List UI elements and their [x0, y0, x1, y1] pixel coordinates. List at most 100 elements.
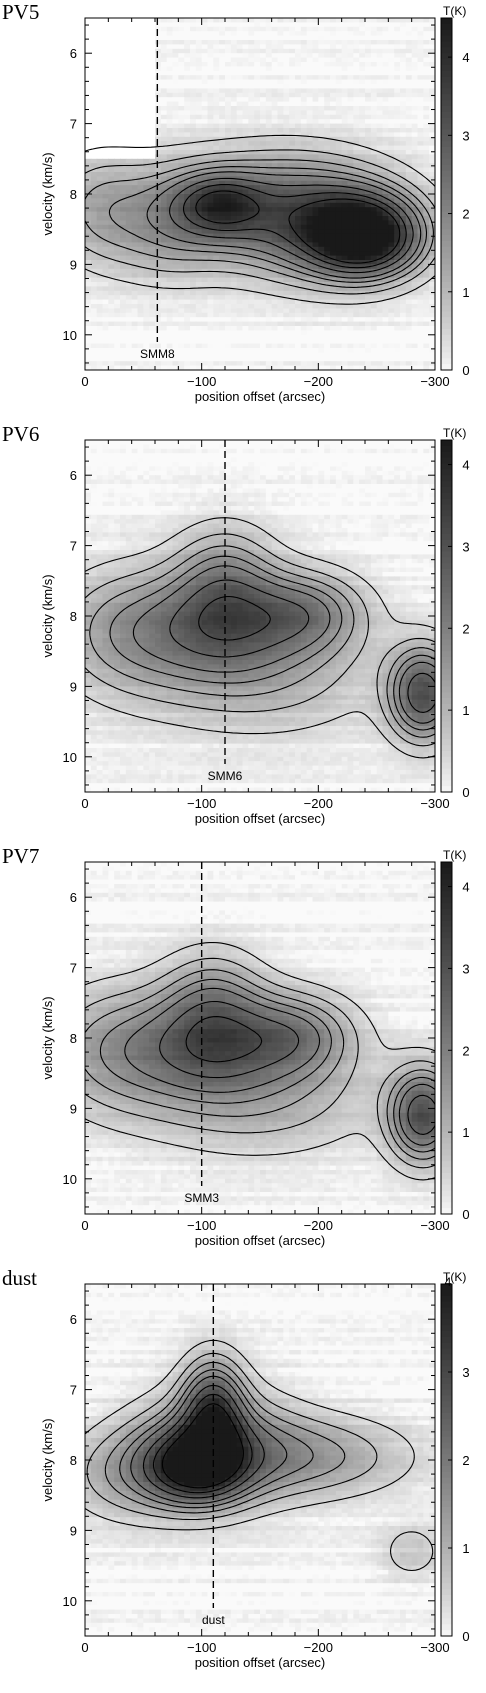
- colorbar-cell: [441, 259, 452, 265]
- colorbar-cell: [441, 1173, 452, 1179]
- colorbar-cell: [441, 874, 452, 880]
- colorbar-cell: [441, 1097, 452, 1103]
- colorbar-cell: [441, 141, 452, 147]
- colorbar-cell: [441, 1548, 452, 1554]
- x-tick-label: 0: [81, 796, 88, 811]
- colorbar-cell: [441, 1061, 452, 1067]
- colorbar-cell: [441, 1525, 452, 1531]
- colorbar-cell: [441, 1501, 452, 1507]
- colorbar-cell: [441, 956, 452, 962]
- colorbar-cell: [441, 1607, 452, 1613]
- colorbar-cell: [441, 540, 452, 546]
- colorbar-cell: [441, 1401, 452, 1407]
- colorbar-cell: [441, 153, 452, 159]
- colorbar-tick-label: 3: [462, 961, 469, 976]
- colorbar-cell: [441, 1038, 452, 1044]
- colorbar-cell: [441, 1354, 452, 1360]
- colorbar-cell: [441, 487, 452, 493]
- y-tick-label: 9: [70, 1101, 77, 1116]
- y-tick-label: 10: [63, 328, 77, 343]
- colorbar-cell: [441, 675, 452, 681]
- colorbar-tick-label: 1: [462, 1125, 469, 1140]
- colorbar-cell: [441, 270, 452, 276]
- colorbar-cell: [441, 522, 452, 528]
- colorbar-cell: [441, 722, 452, 728]
- colorbar-cell: [441, 616, 452, 622]
- x-tick-label: −200: [304, 1218, 333, 1233]
- panel-title: PV6: [2, 422, 39, 447]
- colorbar-tick-label: 0: [462, 1207, 469, 1222]
- y-tick-label: 6: [70, 1312, 77, 1327]
- colorbar-cell: [441, 979, 452, 985]
- colorbar-cell: [441, 991, 452, 997]
- colorbar-cell: [441, 1108, 452, 1114]
- colorbar-cell: [441, 921, 452, 927]
- colorbar-tick-label: 4: [462, 880, 469, 895]
- colorbar-cell: [441, 1132, 452, 1138]
- colorbar-cell: [441, 159, 452, 165]
- colorbar-cell: [441, 909, 452, 915]
- y-tick-label: 7: [70, 961, 77, 976]
- colorbar-cell: [441, 1478, 452, 1484]
- emission-map: [85, 440, 436, 793]
- colorbar-cell: [441, 1319, 452, 1325]
- colorbar-cell: [441, 551, 452, 557]
- colorbar-cell: [441, 247, 452, 253]
- colorbar-cell: [441, 1613, 452, 1619]
- colorbar-cell: [441, 710, 452, 716]
- colorbar-tick-label: 1: [462, 703, 469, 718]
- colorbar-cell: [441, 1554, 452, 1560]
- colorbar-cell: [441, 1073, 452, 1079]
- colorbar-cell: [441, 739, 452, 745]
- x-axis-label: position offset (arcsec): [195, 811, 326, 826]
- colorbar-label: T(K): [443, 4, 466, 18]
- colorbar-cell: [441, 669, 452, 675]
- colorbar-tick-label: 1: [462, 1541, 469, 1556]
- x-tick-label: −200: [304, 1640, 333, 1655]
- colorbar-cell: [441, 704, 452, 710]
- colorbar-cell: [441, 1191, 452, 1197]
- emission-map: [85, 1284, 436, 1637]
- colorbar-cell: [441, 36, 452, 42]
- colorbar-cell: [441, 1349, 452, 1355]
- colorbar-cell: [441, 938, 452, 944]
- colorbar-cell: [441, 1419, 452, 1425]
- x-tick-label: −100: [187, 1218, 216, 1233]
- y-tick-label: 8: [70, 609, 77, 624]
- colorbar-cell: [441, 317, 452, 323]
- colorbar-cell: [441, 727, 452, 733]
- colorbar-cell: [441, 1384, 452, 1390]
- colorbar-label: T(K): [443, 848, 466, 862]
- colorbar-cell: [441, 30, 452, 36]
- colorbar-cell: [441, 516, 452, 522]
- y-tick-label: 6: [70, 46, 77, 61]
- y-tick-label: 10: [63, 750, 77, 765]
- colorbar-cell: [441, 557, 452, 563]
- colorbar-cell: [441, 915, 452, 921]
- colorbar-cell: [441, 24, 452, 30]
- colorbar-cell: [441, 1624, 452, 1630]
- panel-title: PV5: [2, 0, 39, 25]
- colorbar-tick-label: 3: [462, 128, 469, 143]
- colorbar-cell: [441, 1519, 452, 1525]
- colorbar-cell: [441, 880, 452, 886]
- colorbar-cell: [441, 868, 452, 874]
- y-axis-label: velocity (km/s): [40, 996, 55, 1079]
- colorbar-cell: [441, 59, 452, 65]
- colorbar-cell: [441, 171, 452, 177]
- colorbar-cell: [441, 1103, 452, 1109]
- colorbar-cell: [441, 686, 452, 692]
- x-tick-label: −300: [420, 1218, 449, 1233]
- colorbar-cell: [441, 493, 452, 499]
- colorbar-cell: [441, 505, 452, 511]
- x-tick-label: 0: [81, 1640, 88, 1655]
- colorbar-cell: [441, 1079, 452, 1085]
- colorbar-cell: [441, 763, 452, 769]
- colorbar-cell: [441, 639, 452, 645]
- y-tick-label: 6: [70, 890, 77, 905]
- panel-title: dust: [2, 1266, 37, 1291]
- colorbar-cell: [441, 593, 452, 599]
- colorbar-cell: [441, 71, 452, 77]
